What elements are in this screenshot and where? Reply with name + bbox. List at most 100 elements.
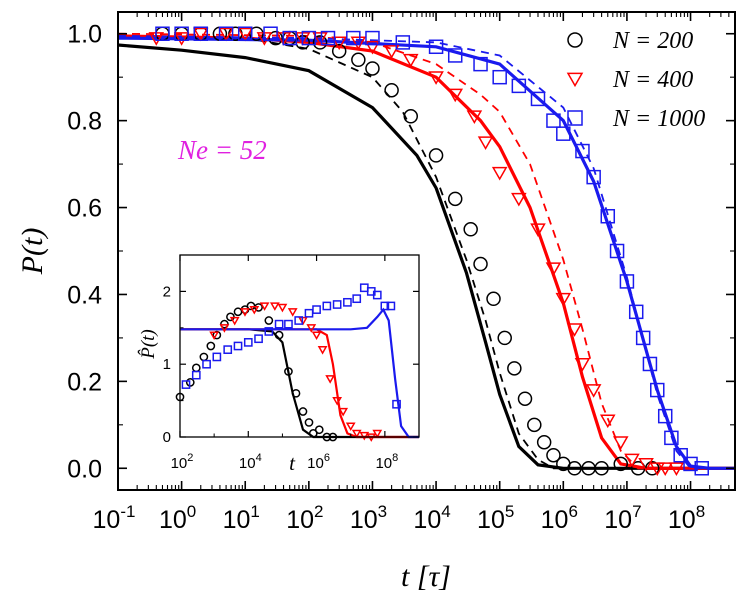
inset-data-point-n-1000 <box>343 297 352 307</box>
fit-dashed-n-200 <box>117 35 583 470</box>
data-point-n-400 <box>566 323 583 337</box>
data-point-n-1000 <box>428 39 444 55</box>
x-tick-label: 100 <box>159 502 196 534</box>
inset-data-point-n-400 <box>287 308 298 317</box>
x-tick-label: 101 <box>223 502 260 534</box>
data-point-n-400 <box>612 436 629 450</box>
data-point-n-1000 <box>155 26 170 41</box>
y-tick-label: 0.6 <box>67 195 102 223</box>
data-point-n-400 <box>545 262 562 277</box>
inset-data-point-n-400 <box>249 305 260 315</box>
data-point-n-1000 <box>657 408 673 424</box>
data-point-n-400 <box>364 40 381 55</box>
fit-solid-n-200 <box>117 43 735 470</box>
x-tick-label: 107 <box>604 502 641 534</box>
inset-data-point-n-400 <box>240 308 250 317</box>
data-point-n-200 <box>463 222 478 237</box>
inset-data-point-n-400 <box>259 302 270 311</box>
data-point-n-200 <box>594 461 609 476</box>
inset-y-axis-title: P̂(t) <box>138 329 159 360</box>
ne-annotation: Ne = 52 <box>177 135 267 165</box>
inset-data-point-n-1000 <box>223 345 233 354</box>
data-point-n-1000 <box>546 113 561 128</box>
data-point-n-200 <box>312 35 328 50</box>
inset-data-point-n-200 <box>314 425 324 435</box>
inset-y-tick-label: 1 <box>163 356 171 373</box>
data-point-n-1000 <box>263 26 278 41</box>
x-axis-title: t [τ] <box>401 560 451 593</box>
y-tick-label: 0.4 <box>67 281 102 309</box>
inset-data-point-n-400 <box>325 375 336 384</box>
x-tick-label: 104 <box>413 502 450 534</box>
data-point-n-400 <box>173 32 190 46</box>
y-tick-label: 0.0 <box>67 455 102 483</box>
data-point-n-400 <box>466 110 483 124</box>
inset-data-point-n-400 <box>209 331 220 341</box>
x-tick-label: 102 <box>286 502 323 534</box>
data-point-n-1000 <box>282 30 297 46</box>
data-point-n-200 <box>403 109 419 124</box>
data-point-n-400 <box>383 45 400 59</box>
data-point-n-1000 <box>530 91 546 107</box>
data-point-n-1000 <box>365 30 380 46</box>
inset-data-point-n-400 <box>317 346 328 355</box>
legend-label-n-200: N = 200 <box>612 28 693 54</box>
data-point-n-1000 <box>664 430 679 446</box>
data-point-n-200 <box>527 417 542 433</box>
inset-data-point-n-200 <box>291 388 301 398</box>
data-point-n-1000 <box>218 26 234 41</box>
data-point-n-400 <box>192 27 209 42</box>
inset-data-point-n-400 <box>372 429 383 439</box>
y-axis-title: P(t) <box>16 228 49 276</box>
data-point-n-400 <box>491 166 508 181</box>
data-point-n-400 <box>237 27 254 42</box>
data-point-n-400 <box>649 462 666 476</box>
data-point-n-200 <box>613 456 629 472</box>
data-point-n-200 <box>473 256 488 272</box>
data-point-n-400 <box>331 36 347 51</box>
data-point-n-400 <box>511 192 527 207</box>
inset-data-point-n-200 <box>284 367 293 376</box>
data-point-n-1000 <box>628 304 644 320</box>
inset-y-tick-label: 2 <box>163 283 171 300</box>
inset-data-point-n-1000 <box>233 341 243 351</box>
data-point-n-200 <box>351 52 366 68</box>
data-point-n-200 <box>517 391 533 406</box>
data-point-n-1000 <box>473 56 488 72</box>
data-point-n-200 <box>497 330 512 346</box>
inset-data-point-n-200 <box>274 330 284 340</box>
inset-data-point-n-400 <box>338 407 349 417</box>
inset-data-point-n-1000 <box>212 352 222 362</box>
inset-data-point-n-1000 <box>294 316 304 325</box>
data-point-n-400 <box>555 292 572 307</box>
x-tick-label: 10-1 <box>93 502 136 534</box>
data-point-n-200 <box>536 434 552 450</box>
inset-data-point-n-400 <box>277 303 288 313</box>
data-point-n-400 <box>668 462 685 476</box>
data-point-n-400 <box>657 462 674 476</box>
inset-data-point-n-1000 <box>254 334 263 344</box>
legend-label-n-1000: N = 1000 <box>612 106 705 132</box>
inset-data-point-n-200 <box>304 418 314 427</box>
data-point-n-200 <box>249 26 264 41</box>
data-point-n-200 <box>365 61 380 76</box>
inset-data-point-n-1000 <box>380 301 390 311</box>
data-point-n-400 <box>447 88 464 103</box>
data-point-n-400 <box>402 53 419 68</box>
data-point-n-200 <box>486 291 501 307</box>
y-tick-label: 1.0 <box>67 21 102 49</box>
inset-data-point-n-400 <box>269 302 280 311</box>
inset-background <box>180 255 419 437</box>
inset-data-point-n-1000 <box>191 370 201 380</box>
inset-data-point-n-1000 <box>392 399 401 409</box>
inset-y-tick-label: 0 <box>163 429 171 446</box>
legend: N = 200 N = 400 N = 1000 <box>566 28 705 132</box>
inset-x-tick-label: 106 <box>307 452 330 472</box>
data-point-n-400 <box>624 453 640 468</box>
y-tick-label: 0.8 <box>67 108 102 136</box>
inset-data-point-n-200 <box>220 319 229 329</box>
inset-data-point-n-400 <box>359 431 370 441</box>
inset-x-axis-title: t <box>289 451 296 475</box>
data-point-n-400 <box>428 71 444 85</box>
